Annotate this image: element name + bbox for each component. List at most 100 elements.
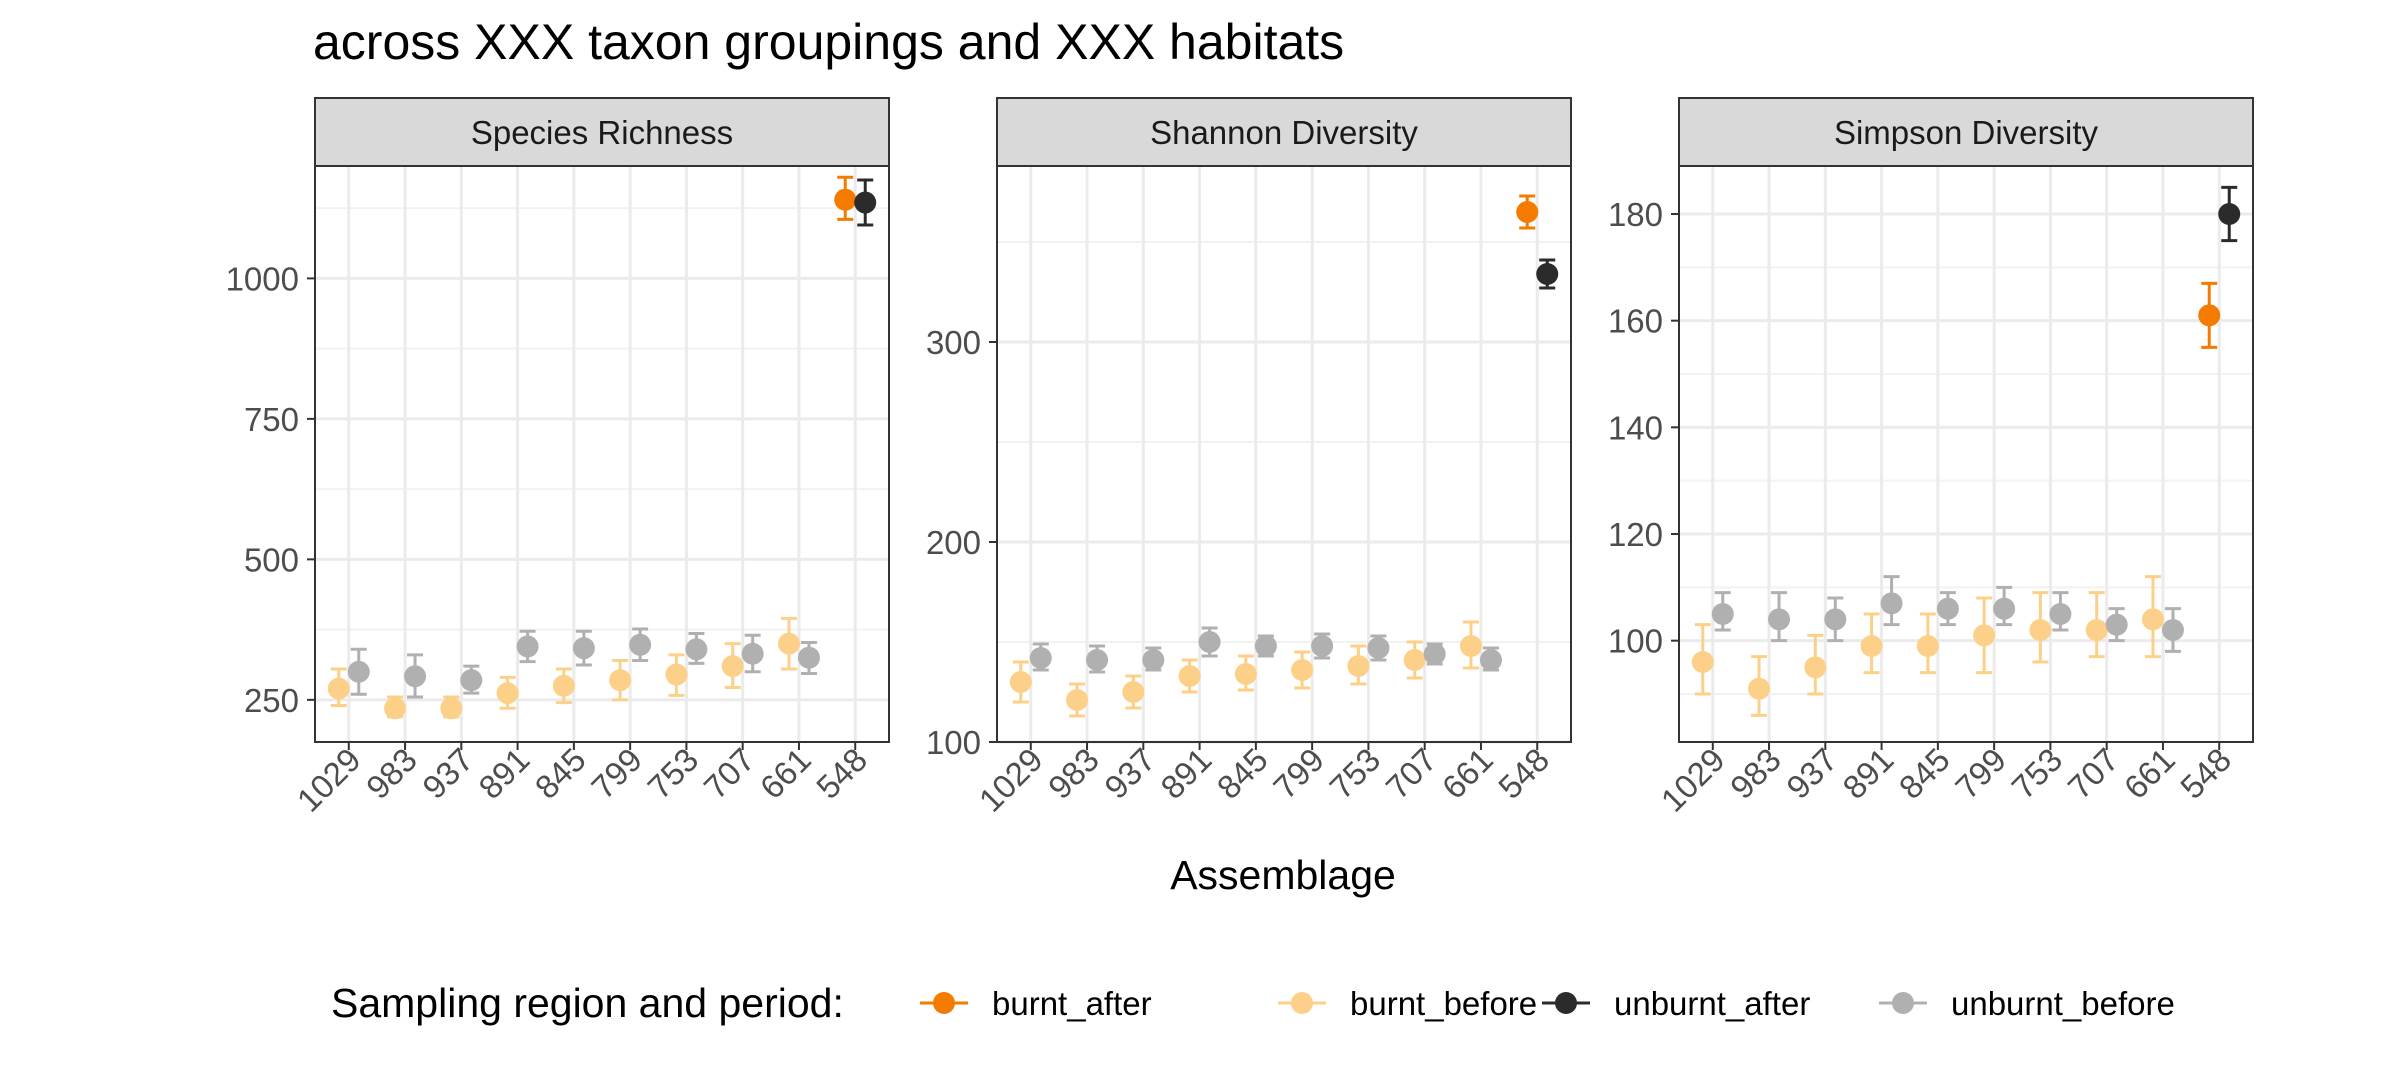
legend-key-point [1555,992,1577,1014]
panels: Species Richness250500750100010299839378… [226,97,2254,819]
series-burnt_before [1691,575,2164,717]
data-point [460,669,483,692]
data-point [1711,603,1734,625]
series-burnt_after [834,175,857,221]
data-point [1993,597,2016,620]
x-tick-label: 799 [1266,741,1331,806]
series-unburnt_after [2218,185,2241,243]
y-tick-label: 160 [1608,303,1663,340]
data-point [1403,649,1426,671]
series-burnt_after [1516,194,1539,230]
y-tick-label: 250 [244,682,299,719]
data-point [1086,649,1109,671]
data-point [404,665,427,688]
x-tick-label: 661 [1435,741,1500,806]
x-tick-label: 753 [2004,741,2069,806]
data-point [1198,631,1221,653]
data-point [1824,608,1847,631]
data-point [609,669,632,692]
y-tick-label: 1000 [226,260,299,297]
data-point [1804,656,1827,679]
data-point [685,638,708,661]
plot-background [1679,166,2253,742]
strip-label: Shannon Diversity [1150,114,1418,151]
y-tick-label: 180 [1608,196,1663,233]
data-point [1142,649,1165,671]
x-tick-label: 799 [1948,741,2013,806]
data-point [741,642,764,665]
legend-label: burnt_before [1350,985,1537,1022]
data-point [1423,643,1446,665]
data-point [2141,608,2164,631]
x-tick-label: 983 [1723,741,1788,806]
legend-key-point [933,992,955,1014]
data-point [721,655,744,678]
data-point [2218,203,2241,225]
panel-species-richness: Species Richness250500750100010299839378… [226,97,890,819]
x-tick-label: 707 [2061,741,2126,806]
data-point [1768,608,1791,631]
strip-label: Species Richness [471,114,733,151]
data-point [1936,597,1959,620]
y-tick-label: 200 [926,524,981,561]
data-point [1367,637,1390,659]
legend-item-unburnt-after: unburnt_after [1542,985,1810,1022]
data-point [1691,651,1714,673]
x-axis-title: Assemblage [1170,852,1396,898]
data-point [2105,613,2128,636]
x-tick-label: 983 [359,741,424,806]
chart-title: across XXX taxon groupings and XXX habit… [313,14,1344,70]
data-point [1178,665,1201,687]
data-point [516,635,539,658]
x-tick-label: 548 [809,741,874,806]
series-burnt_before [327,616,800,720]
data-point [777,632,800,655]
y-tick-label: 300 [926,324,981,361]
panel-simpson-diversity: Simpson Diversity 100 120 140 160 180 10299839… [1608,97,2254,819]
legend-key-point [1291,992,1313,1014]
x-tick-label: 1029 [1654,741,1732,819]
data-point [2049,603,2072,625]
data-point [665,663,688,686]
data-point [2161,619,2184,641]
data-point [1536,263,1559,285]
series-burnt_before [1009,620,1482,718]
legend-label: unburnt_before [1951,985,2175,1022]
data-point [1516,201,1539,223]
series-burnt_after [2198,281,2221,349]
data-point [440,697,463,720]
x-tick-label: 845 [528,741,593,806]
strip-label: Simpson Diversity [1834,114,2099,151]
data-point [854,191,877,214]
x-tick-label: 799 [584,741,649,806]
data-point [2029,619,2052,641]
x-tick-label: 661 [2117,741,2182,806]
legend-item-burnt-after: burnt_after [920,985,1152,1022]
data-point [1291,659,1314,681]
x-tick-label: 548 [1491,741,1556,806]
series-unburnt_before [1029,626,1502,674]
y-tick-label: 500 [244,541,299,578]
series-unburnt_before [1711,575,2184,653]
x-tick-label: 661 [753,741,818,806]
x-tick-label: 983 [1041,741,1106,806]
x-tick-label: 937 [415,741,480,806]
x-tick-label: 845 [1892,741,1957,806]
data-point [347,660,370,683]
data-point [1029,647,1052,669]
legend-key-point [1892,992,1914,1014]
data-point [1066,689,1089,711]
x-tick-label: 1029 [972,741,1050,819]
data-point [1311,635,1334,657]
data-point [629,633,652,656]
x-tick-label: 707 [697,741,762,806]
data-point [552,674,575,697]
series-unburnt_before [347,627,820,699]
x-tick-label: 891 [1835,741,1900,806]
data-point [1860,635,1883,657]
x-tick-label: 937 [1779,741,1844,806]
data-point [1459,635,1482,657]
data-point [834,188,857,211]
legend-items: burnt_after burnt_before unburnt_after unbu… [920,985,2175,1022]
